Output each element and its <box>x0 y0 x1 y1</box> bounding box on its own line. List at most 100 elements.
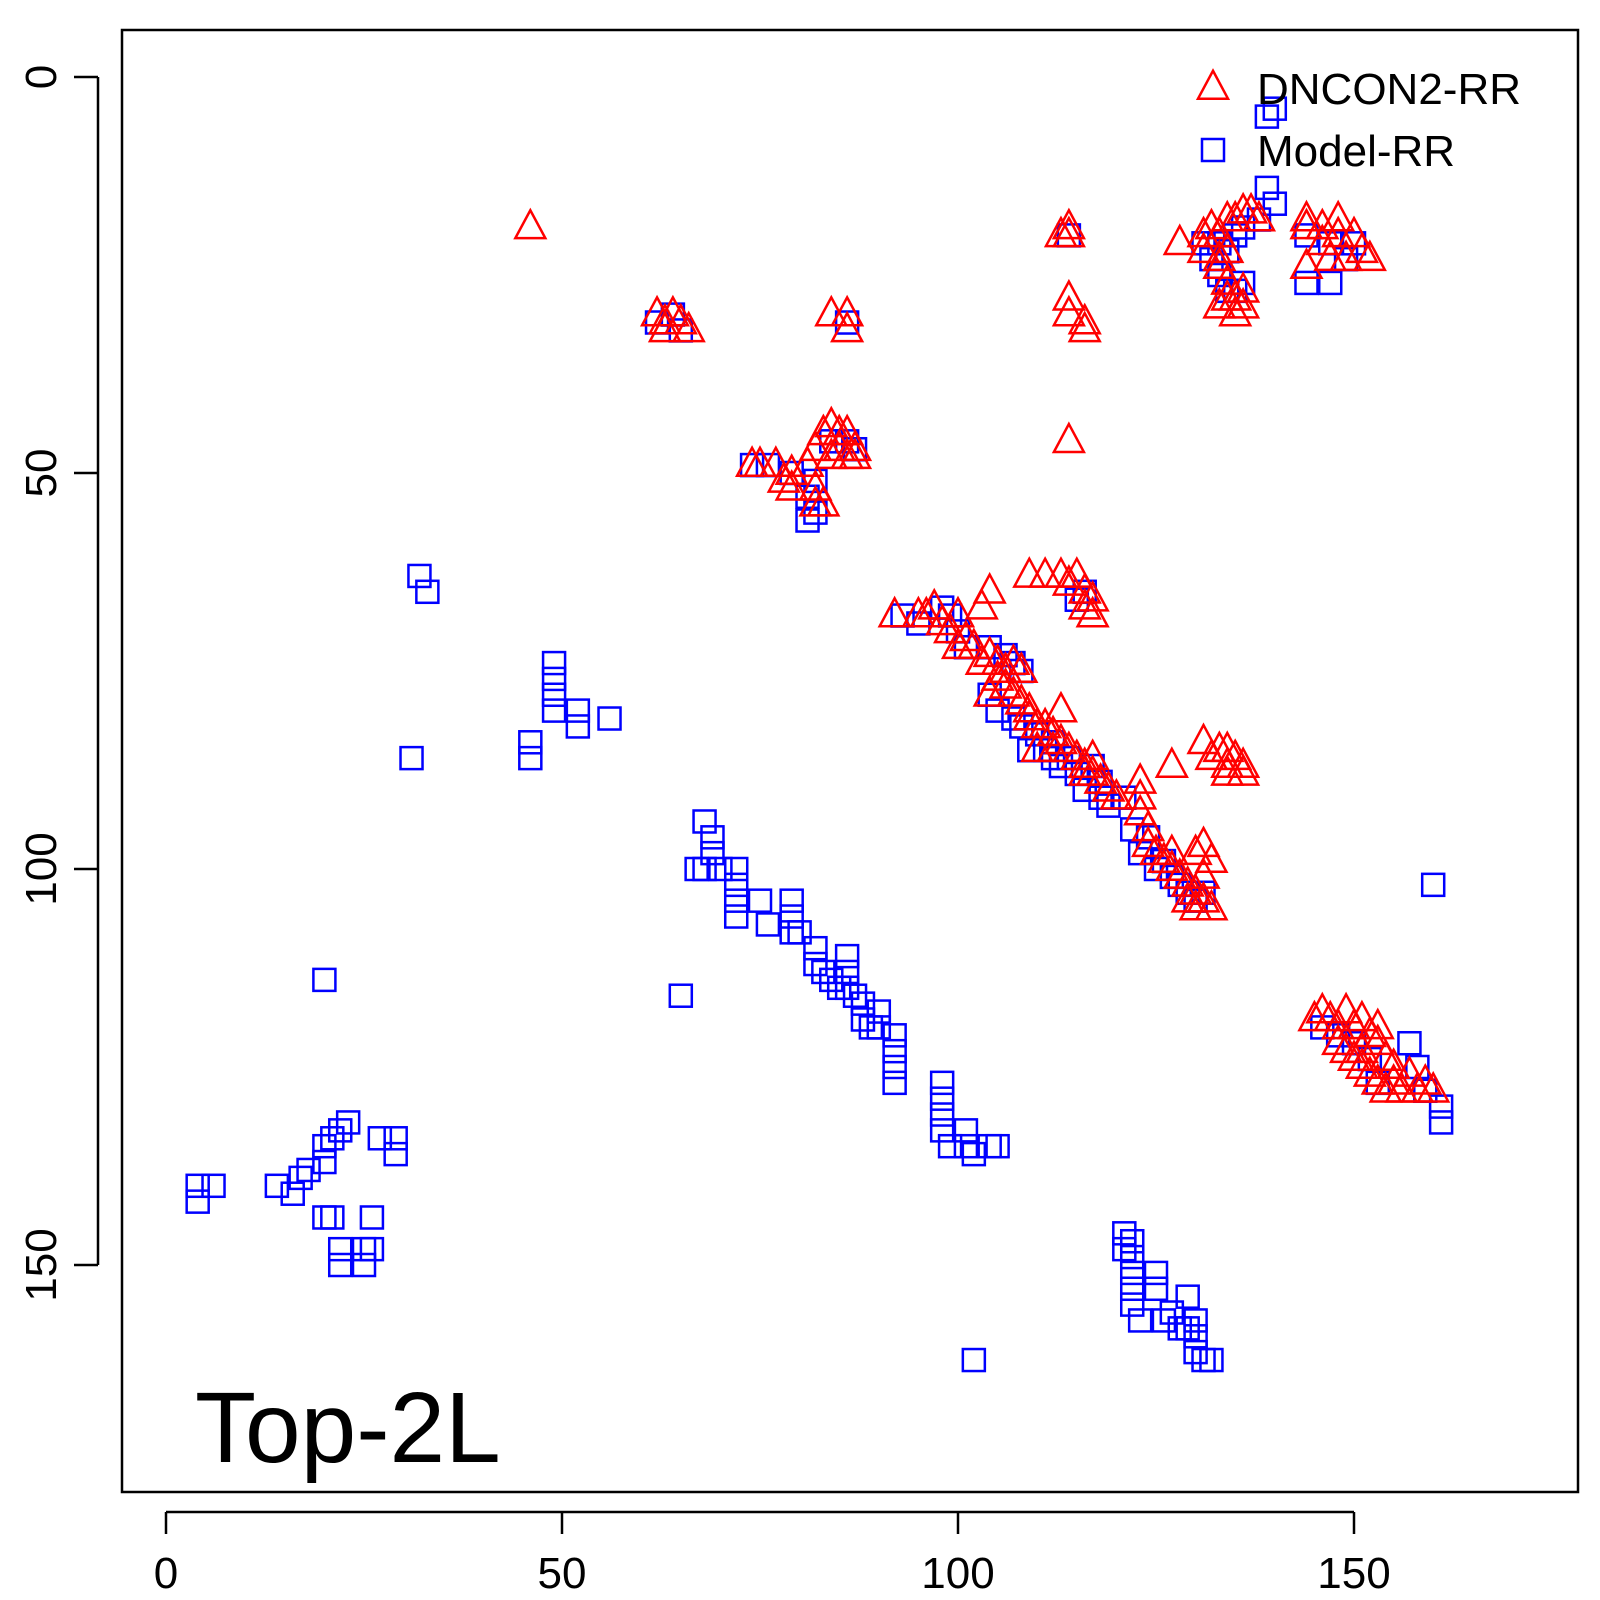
data-point-triangle <box>964 587 999 620</box>
data-point-square <box>1072 777 1097 803</box>
data-point-triangle <box>1218 738 1253 771</box>
chart-annotation: Top-2L <box>195 1372 501 1484</box>
data-point-triangle <box>1202 286 1237 319</box>
data-point-square <box>1127 1308 1153 1333</box>
data-point-square <box>399 745 424 771</box>
data-point-square <box>850 991 876 1016</box>
data-point-square <box>1112 1221 1137 1246</box>
data-point-triangle <box>1352 1055 1387 1087</box>
data-point-triangle <box>1352 239 1387 272</box>
data-point-square <box>882 1023 907 1048</box>
data-point-triangle <box>1202 239 1237 272</box>
data-point-triangle <box>1416 1070 1451 1103</box>
data-point-square <box>937 1133 963 1159</box>
data-point-square <box>1428 1094 1454 1119</box>
data-point-triangle <box>1233 191 1269 224</box>
data-point-triangle <box>806 484 841 517</box>
data-point-triangle <box>1336 215 1372 248</box>
data-point-square <box>755 912 781 937</box>
data-point-square <box>692 856 717 882</box>
series-model-rr <box>185 96 1454 1373</box>
data-point-triangle <box>1289 199 1324 232</box>
data-point-triangle <box>1075 595 1110 628</box>
data-point-triangle <box>774 468 809 501</box>
data-point-triangle <box>917 587 952 620</box>
data-point-triangle <box>988 666 1023 699</box>
data-point-triangle <box>1305 207 1340 240</box>
data-point-triangle <box>1313 999 1348 1032</box>
data-point-triangle <box>1194 207 1229 240</box>
data-point-triangle <box>1067 302 1102 335</box>
data-point-triangle <box>671 310 706 343</box>
data-point-square <box>977 1133 1002 1159</box>
data-point-triangle <box>1162 223 1197 256</box>
data-point-square <box>668 983 694 1008</box>
data-point-triangle <box>1170 864 1205 897</box>
data-point-triangle <box>1360 1007 1395 1040</box>
data-point-square <box>541 650 567 676</box>
data-point-triangle <box>1344 231 1380 264</box>
data-point-triangle <box>1067 754 1102 786</box>
data-point-square <box>1183 1339 1208 1365</box>
data-point-triangle <box>1344 999 1380 1032</box>
data-point-triangle <box>1360 1023 1395 1056</box>
data-point-triangle <box>1083 761 1118 794</box>
data-point-square <box>1175 1284 1200 1309</box>
data-point-triangle <box>1075 738 1110 771</box>
data-point-square <box>541 682 567 708</box>
data-point-triangle <box>925 603 960 636</box>
data-point-triangle <box>1344 1047 1380 1079</box>
data-point-triangle <box>1170 880 1205 913</box>
data-point-square <box>597 706 622 731</box>
data-point-triangle <box>1154 849 1189 881</box>
data-point-triangle <box>1178 833 1213 866</box>
data-point-triangle <box>1130 809 1166 842</box>
data-point-triangle <box>1226 270 1261 303</box>
data-point-triangle <box>877 595 912 628</box>
data-point-square <box>1254 175 1280 201</box>
data-point-triangle <box>766 461 801 493</box>
plot-frame <box>120 28 1580 1494</box>
data-point-square <box>1119 1292 1145 1317</box>
axis-ticks: 0 50 100 150 0 50 100 150 <box>17 65 1391 1598</box>
data-point-triangle <box>1226 754 1261 786</box>
data-point-triangle <box>798 468 833 501</box>
data-point-square <box>882 1054 907 1080</box>
data-point-triangle <box>1028 706 1063 739</box>
data-point-triangle <box>1123 777 1158 810</box>
data-point-triangle <box>798 429 833 462</box>
data-point-triangle <box>1328 239 1364 272</box>
data-point-square <box>953 1118 979 1143</box>
data-point-triangle <box>1194 738 1229 771</box>
data-point-square <box>1262 96 1288 121</box>
data-point-triangle <box>1067 746 1102 778</box>
data-point-triangle <box>830 294 865 327</box>
data-point-square <box>541 666 567 692</box>
data-point-square <box>565 698 591 723</box>
data-point-square <box>1096 793 1121 818</box>
data-point-triangle <box>1210 746 1245 778</box>
data-point-square <box>296 1157 321 1183</box>
data-point-square <box>834 959 860 985</box>
data-point-square <box>185 1189 210 1214</box>
data-point-triangle <box>790 445 825 478</box>
y-tick-label: 0 <box>17 65 66 89</box>
data-point-square <box>1191 1347 1216 1373</box>
data-point-triangle <box>1328 991 1364 1024</box>
data-point-triangle <box>1075 579 1110 612</box>
data-point-square <box>1040 745 1066 771</box>
data-point-square <box>834 975 860 1001</box>
data-point-triangle <box>1241 199 1277 232</box>
y-tick-label: 150 <box>17 1228 66 1301</box>
data-point-triangle <box>1162 857 1197 889</box>
data-point-square <box>1254 104 1280 129</box>
data-point-square <box>834 943 860 969</box>
data-point-square <box>541 698 567 723</box>
data-point-square <box>383 1141 408 1167</box>
data-point-triangle <box>1154 746 1189 778</box>
data-point-square <box>1175 1316 1200 1341</box>
data-point-triangle <box>758 445 793 478</box>
data-point-square <box>811 959 836 985</box>
data-point-triangle <box>1392 1055 1427 1087</box>
data-point-triangle <box>1218 278 1253 311</box>
